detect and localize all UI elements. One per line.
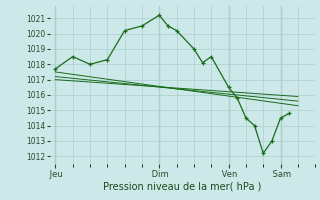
- X-axis label: Pression niveau de la mer( hPa ): Pression niveau de la mer( hPa ): [103, 181, 261, 191]
